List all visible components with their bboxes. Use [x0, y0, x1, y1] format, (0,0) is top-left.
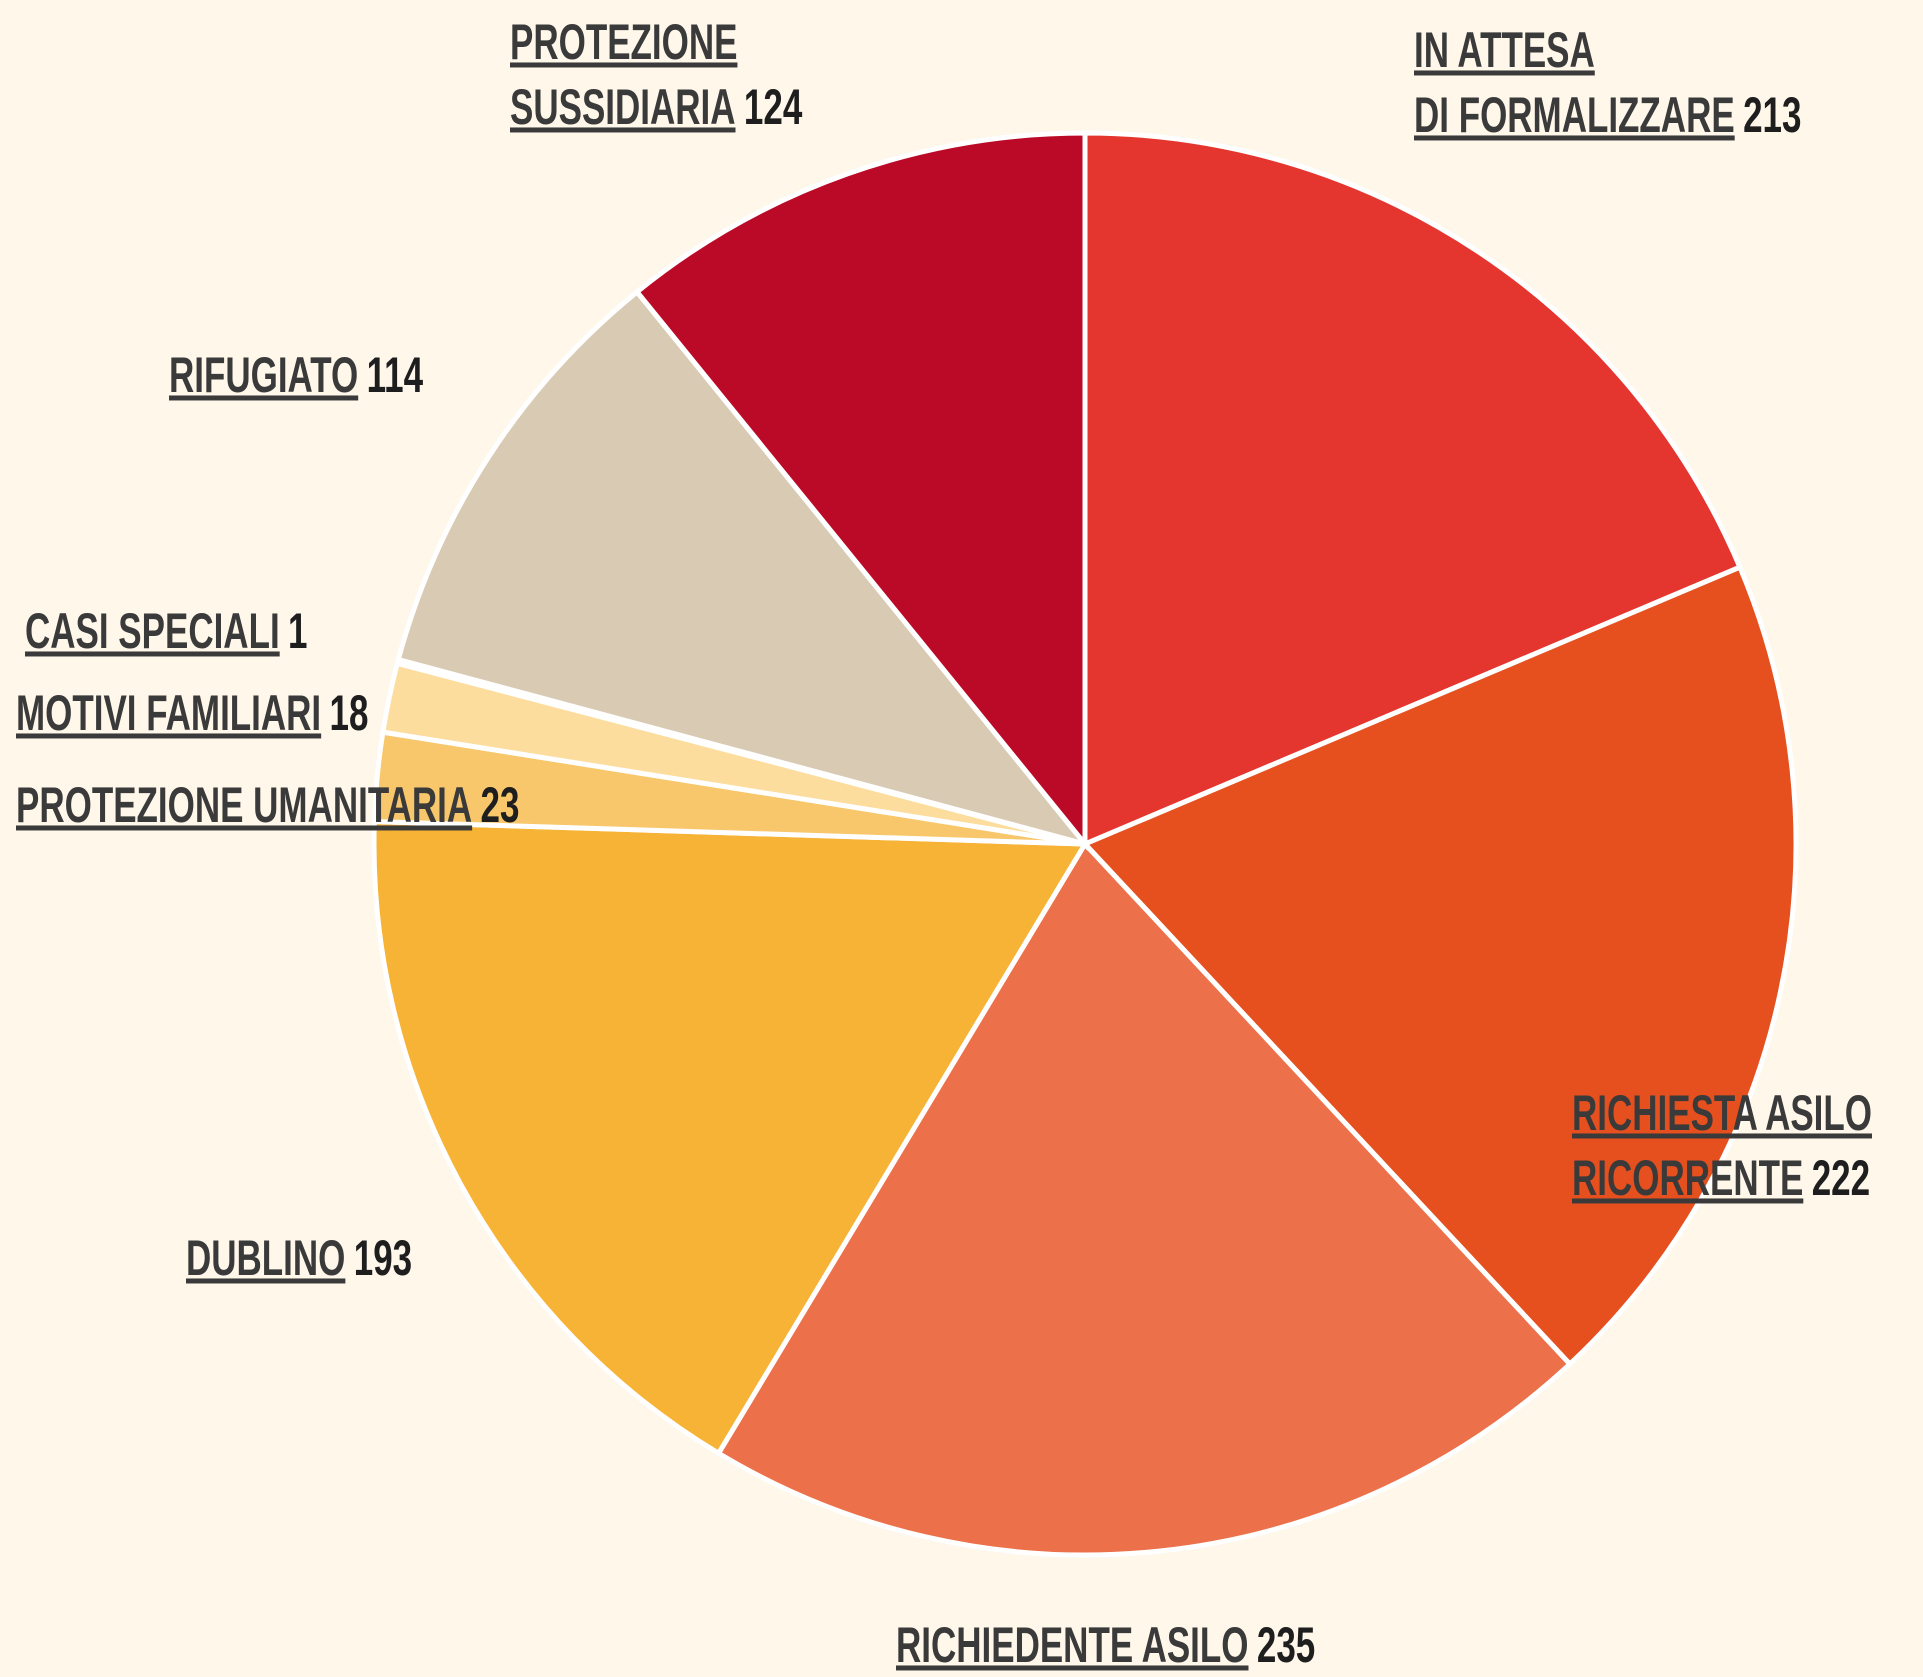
label-value: 235 [1257, 1618, 1315, 1674]
label-text: MOTIVI FAMILIARI 18 [16, 686, 368, 742]
label-name: DI FORMALIZZARE [1414, 88, 1735, 144]
pie-slice [715, 839, 1574, 1558]
label-text: PROTEZIONE UMANITARIA 23 [16, 778, 519, 834]
slice-label: PROTEZIONE SUSSIDIARIA 124 [510, 15, 802, 136]
pie-slice [395, 288, 1092, 849]
label-text: CASI SPECIALI 1 [25, 604, 308, 660]
label-value: 18 [330, 686, 369, 742]
pie-slice [1082, 130, 1744, 848]
label-name: MOTIVI FAMILIARI [16, 686, 321, 742]
slice-label: CASI SPECIALI 1 [25, 604, 308, 660]
label-text: IN ATTESA DI FORMALIZZARE 213 [1414, 23, 1801, 144]
label-name: PROTEZIONE UMANITARIA [16, 778, 472, 834]
slice-label: MOTIVI FAMILIARI 18 [16, 686, 368, 742]
slice-label: DUBLINO 193 [186, 1231, 412, 1287]
slice-label: RICHIEDENTE ASILO 235 [896, 1618, 1315, 1674]
label-value: 213 [1743, 88, 1801, 144]
pie-slice [371, 818, 1090, 1457]
label-name: RICHIESTA ASILO [1572, 1086, 1872, 1142]
label-text: RICHIEDENTE ASILO 235 [896, 1618, 1315, 1674]
label-text: PROTEZIONE SUSSIDIARIA 124 [510, 15, 802, 136]
pie-slice [1080, 563, 1799, 1368]
slice-label: IN ATTESA DI FORMALIZZARE 213 [1414, 23, 1801, 144]
label-value: 193 [354, 1231, 412, 1287]
slice-label: RICHIESTA ASILO RICORRENTE 222 [1572, 1086, 1872, 1207]
label-name: RICORRENTE [1572, 1151, 1803, 1207]
label-name: CASI SPECIALI [25, 604, 280, 660]
label-value: 114 [367, 348, 423, 404]
label-value: 222 [1812, 1151, 1870, 1207]
pie-slice [633, 130, 1088, 852]
label-text: RIFUGIATO 114 [169, 348, 423, 404]
label-text: DUBLINO 193 [186, 1231, 412, 1287]
slice-label: PROTEZIONE UMANITARIA 23 [16, 778, 519, 834]
label-name: IN ATTESA [1414, 23, 1595, 79]
label-value: 1 [288, 604, 307, 660]
label-name: PROTEZIONE [510, 15, 737, 71]
label-value: 124 [744, 80, 802, 136]
label-name: DUBLINO [186, 1231, 345, 1287]
slice-label: RIFUGIATO 114 [169, 348, 423, 404]
label-name: RIFUGIATO [169, 348, 358, 404]
label-value: 23 [481, 778, 520, 834]
label-name: SUSSIDIARIA [510, 80, 736, 136]
label-name: RICHIEDENTE ASILO [896, 1618, 1248, 1674]
label-text: RICHIESTA ASILO RICORRENTE 222 [1572, 1086, 1872, 1207]
